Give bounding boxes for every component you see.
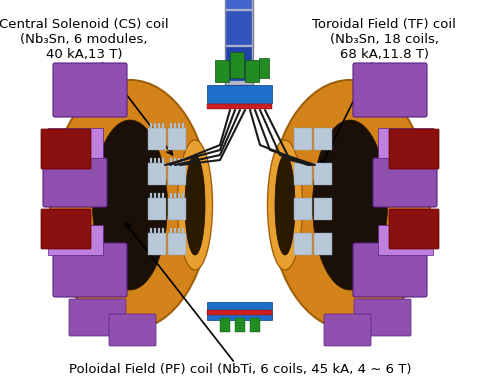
Bar (294, 128, 312, 150)
Bar (250, 318, 260, 332)
Bar (168, 198, 186, 220)
Bar (378, 225, 433, 255)
Bar (294, 233, 312, 255)
Bar (207, 104, 272, 109)
Bar (178, 158, 180, 163)
Ellipse shape (93, 120, 168, 290)
Bar (168, 163, 186, 185)
Bar (158, 123, 160, 128)
Bar (170, 228, 172, 233)
Bar (150, 228, 152, 233)
Bar (178, 123, 180, 128)
FancyBboxPatch shape (43, 158, 107, 207)
Bar (158, 158, 160, 163)
FancyBboxPatch shape (353, 243, 427, 297)
Bar (162, 123, 164, 128)
Bar (174, 193, 176, 198)
Bar (314, 198, 332, 220)
Bar (314, 233, 332, 255)
Bar (154, 158, 156, 163)
Bar (150, 193, 152, 198)
Bar (170, 158, 172, 163)
Bar (226, 0, 252, 9)
Bar (235, 318, 245, 332)
Bar (174, 123, 176, 128)
Bar (170, 193, 172, 198)
Ellipse shape (185, 155, 205, 255)
Bar (182, 158, 184, 163)
Bar (220, 318, 230, 332)
Text: Toroidal Field (TF) coil
(Nb₃Sn, 18 coils,
68 kA,11.8 T): Toroidal Field (TF) coil (Nb₃Sn, 18 coil… (312, 18, 456, 166)
Bar (294, 163, 312, 185)
Bar (314, 163, 332, 185)
Bar (154, 228, 156, 233)
Bar (226, 47, 252, 81)
Bar (48, 128, 103, 158)
Bar (158, 228, 160, 233)
Bar (174, 158, 176, 163)
Text: Central Solenoid (CS) coil
(Nb₃Sn, 6 modules,
40 kA,13 T): Central Solenoid (CS) coil (Nb₃Sn, 6 mod… (0, 18, 172, 155)
Bar (148, 198, 166, 220)
Bar (150, 123, 152, 128)
FancyBboxPatch shape (389, 209, 439, 249)
Bar (158, 193, 160, 198)
Ellipse shape (50, 80, 210, 330)
Bar (178, 228, 180, 233)
Bar (168, 128, 186, 150)
FancyBboxPatch shape (41, 209, 91, 249)
Bar (162, 193, 164, 198)
Bar (162, 228, 164, 233)
FancyBboxPatch shape (69, 299, 126, 336)
Ellipse shape (270, 80, 430, 330)
Bar (226, 11, 252, 45)
Bar (215, 60, 229, 82)
Bar (207, 85, 272, 103)
Bar (48, 225, 103, 255)
Bar (148, 163, 166, 185)
Bar (162, 158, 164, 163)
Bar (314, 128, 332, 150)
Bar (148, 128, 166, 150)
FancyBboxPatch shape (389, 129, 439, 169)
Bar (148, 233, 166, 255)
Bar (182, 123, 184, 128)
Bar (207, 302, 272, 320)
FancyBboxPatch shape (324, 314, 371, 346)
Bar (150, 158, 152, 163)
FancyBboxPatch shape (53, 63, 127, 117)
FancyBboxPatch shape (354, 299, 411, 336)
Bar (225, 0, 253, 85)
FancyBboxPatch shape (353, 63, 427, 117)
Text: Poloidal Field (PF) coil (NbTi, 6 coils, 45 kA, 4 ∼ 6 T): Poloidal Field (PF) coil (NbTi, 6 coils,… (69, 222, 411, 376)
Bar (294, 198, 312, 220)
Bar (168, 233, 186, 255)
Ellipse shape (275, 155, 295, 255)
Bar (178, 193, 180, 198)
Ellipse shape (178, 140, 213, 270)
Bar (174, 228, 176, 233)
Bar (230, 52, 244, 78)
Bar (182, 228, 184, 233)
Bar (182, 193, 184, 198)
FancyBboxPatch shape (109, 314, 156, 346)
Ellipse shape (312, 120, 387, 290)
Bar (245, 60, 259, 82)
FancyBboxPatch shape (41, 129, 91, 169)
Bar (259, 58, 269, 78)
Ellipse shape (267, 140, 302, 270)
FancyBboxPatch shape (373, 158, 437, 207)
Bar (154, 193, 156, 198)
Bar (378, 128, 433, 158)
Bar (207, 310, 272, 315)
FancyBboxPatch shape (53, 243, 127, 297)
Bar (154, 123, 156, 128)
Bar (170, 123, 172, 128)
